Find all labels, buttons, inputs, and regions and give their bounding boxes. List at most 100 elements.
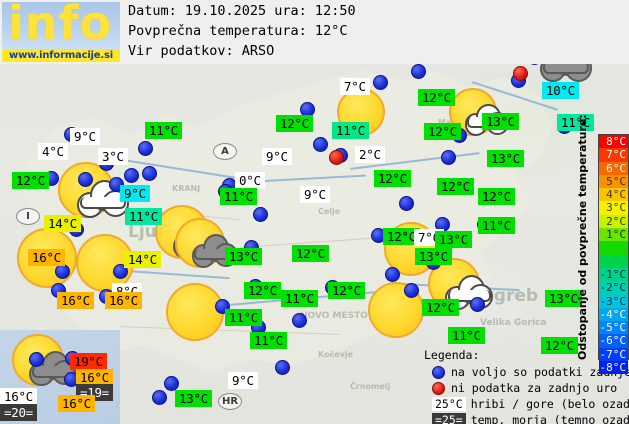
temperature-label: 12°C xyxy=(244,282,281,299)
station-marker-ok[interactable] xyxy=(441,150,456,165)
country-code-badge: I xyxy=(16,208,40,225)
legend-row-text: hribi / gore (belo ozadje) xyxy=(470,397,629,411)
station-marker-ok[interactable] xyxy=(470,297,485,312)
temperature-label: 11°C xyxy=(145,122,182,139)
city-name-label: Ljubljana xyxy=(128,222,216,242)
scale-cell: -5°C xyxy=(599,321,628,335)
station-marker-no-data[interactable] xyxy=(513,66,528,81)
temperature-label: 9°C xyxy=(300,186,330,203)
station-marker-ok[interactable] xyxy=(385,267,400,282)
temperature-label: 12°C xyxy=(437,178,474,195)
scale-cell xyxy=(599,254,628,268)
temperature-label: 9°C xyxy=(228,372,258,389)
temperature-label: 12°C xyxy=(422,299,459,316)
station-marker-ok[interactable] xyxy=(404,283,419,298)
station-marker-ok[interactable] xyxy=(411,64,426,79)
legend-rows: na voljo so podatki zadnje ure ni podatka… xyxy=(424,364,629,424)
temperature-label: 11°C xyxy=(220,188,257,205)
temperature-label: 7°C xyxy=(340,78,370,95)
scale-cell: -8°C xyxy=(599,361,628,375)
scale-cell: -1°C xyxy=(599,267,628,282)
temperature-label: 13°C xyxy=(225,248,262,265)
temperature-label: 9°C xyxy=(262,148,292,165)
country-code-badge: A xyxy=(213,143,237,160)
station-marker-ok[interactable] xyxy=(142,166,157,181)
legend-blue-dot-icon xyxy=(432,365,445,379)
temperature-label: 0°C xyxy=(235,172,265,189)
temperature-label: 13°C xyxy=(482,113,519,130)
logo-wordmark: info xyxy=(8,2,113,50)
header-data-source: Vir podatkov: ARSO xyxy=(128,43,275,59)
temperature-label: 16°C xyxy=(0,388,37,405)
legend-row: 25°C hribi / gore (belo ozadje) xyxy=(424,396,629,412)
scale-cell: -7°C xyxy=(599,347,628,362)
temperature-label: =20= xyxy=(0,404,37,421)
city-name-label: Kočevje xyxy=(318,350,354,359)
temperature-label: 12°C xyxy=(418,89,455,106)
temperature-label: 16°C xyxy=(105,292,142,309)
legend-sample-chip: 25°C xyxy=(432,397,466,411)
legend-row: ni podatka za zadnjo uro xyxy=(424,380,629,396)
scale-cell: 7°C xyxy=(599,148,628,162)
scale-cell: 2°C xyxy=(599,214,628,229)
temperature-label: 11°C xyxy=(332,122,369,139)
city-name-label: NOVO MESTO xyxy=(300,311,368,321)
station-marker-ok[interactable] xyxy=(29,352,44,367)
legend: Legenda: na voljo so podatki zadnje uren… xyxy=(424,348,629,424)
station-marker-ok[interactable] xyxy=(78,172,93,187)
temperature-label: 12°C xyxy=(276,115,313,132)
station-marker-ok[interactable] xyxy=(152,390,167,405)
header-bar: info www.informacije.si Datum: 19.10.202… xyxy=(0,0,629,64)
city-name-label: KRANJ xyxy=(172,184,201,193)
temperature-label: 16°C xyxy=(28,249,65,266)
temperature-label: 11°C xyxy=(448,327,485,344)
scale-cell: 1°C xyxy=(599,228,628,242)
temperature-label: 16°C xyxy=(58,395,95,412)
temperature-label: 13°C xyxy=(175,390,212,407)
temperature-label: 12°C xyxy=(292,245,329,262)
temperature-label: 12°C xyxy=(328,282,365,299)
temperature-label: 16°C xyxy=(76,369,113,386)
station-marker-ok[interactable] xyxy=(313,137,328,152)
station-marker-ok[interactable] xyxy=(399,196,414,211)
temperature-label: 11°C xyxy=(225,309,262,326)
station-marker-ok[interactable] xyxy=(275,360,290,375)
header-date-time: Datum: 19.10.2025 ura: 12:50 xyxy=(128,3,356,19)
header-average-temperature: Povprečna temperatura: 12°C xyxy=(128,23,348,39)
temperature-label: 14°C xyxy=(44,215,81,232)
temperature-label: 13°C xyxy=(435,231,472,248)
station-marker-ok[interactable] xyxy=(164,376,179,391)
legend-row-text: temp. morja (temno ozadje) xyxy=(470,413,629,424)
scale-cell: 8°C xyxy=(599,135,628,149)
temperature-label: 19°C xyxy=(70,353,107,370)
temperature-label: 9°C xyxy=(120,185,150,202)
site-logo[interactable]: info www.informacije.si xyxy=(2,2,120,62)
city-name-label: Celje xyxy=(318,207,341,216)
scale-cell: 3°C xyxy=(599,201,628,215)
temperature-label: 13°C xyxy=(487,150,524,167)
temperature-label: 11°C xyxy=(478,217,515,234)
temperature-label: 12°C xyxy=(541,337,578,354)
station-marker-ok[interactable] xyxy=(373,75,388,90)
temperature-label: 11°C xyxy=(281,290,318,307)
temperature-label: 14°C xyxy=(124,251,161,268)
station-marker-ok[interactable] xyxy=(124,168,139,183)
station-marker-ok[interactable] xyxy=(55,264,70,279)
temperature-label: 12°C xyxy=(424,123,461,140)
temperature-label: 12°C xyxy=(12,172,49,189)
scale-title: Odstopanje od povprečne temperature: xyxy=(576,114,589,360)
station-marker-ok[interactable] xyxy=(292,313,307,328)
logo-url-text: www.informacije.si xyxy=(2,49,120,62)
station-marker-no-data[interactable] xyxy=(329,150,344,165)
station-marker-ok[interactable] xyxy=(253,207,268,222)
legend-row: =25= temp. morja (temno ozadje) xyxy=(424,412,629,424)
scale-cell: -4°C xyxy=(599,307,628,322)
city-name-label: Velika Gorica xyxy=(480,318,547,328)
temperature-label: 11°C xyxy=(125,208,162,225)
scale-cell: -6°C xyxy=(599,334,628,348)
station-marker-ok[interactable] xyxy=(138,141,153,156)
legend-row-text: na voljo so podatki zadnje ure xyxy=(451,365,629,379)
temperature-label: 12°C xyxy=(374,170,411,187)
temperature-label: 13°C xyxy=(545,290,582,307)
